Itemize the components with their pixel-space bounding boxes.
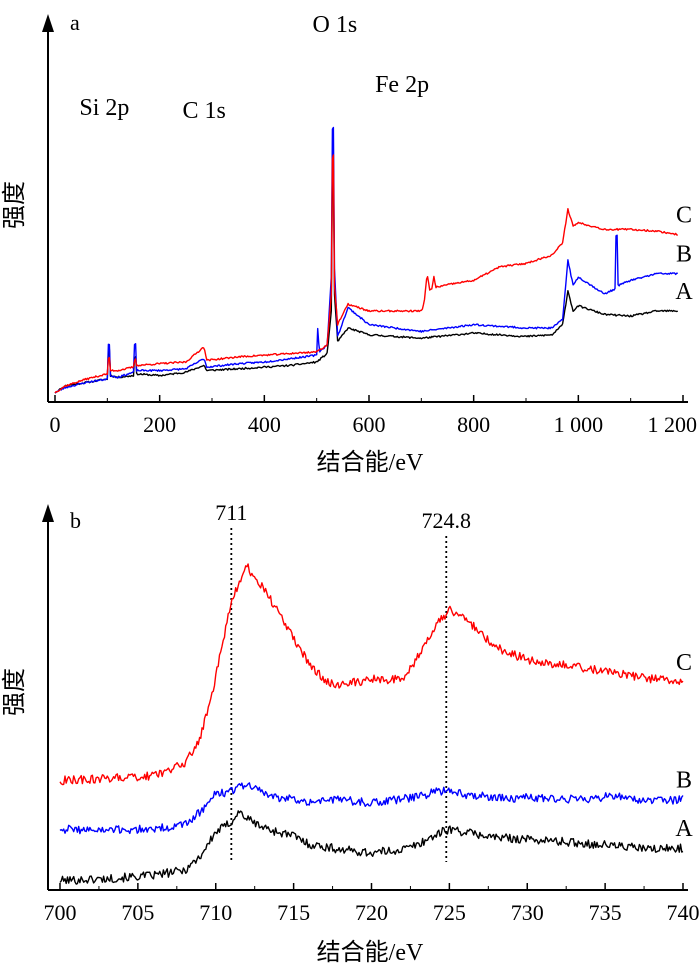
- x-tick-label: 735: [589, 900, 622, 925]
- x-tick-label: 740: [667, 900, 700, 925]
- x-axis-label: 结合能/eV: [317, 449, 424, 476]
- x-tick-label: 1 200: [648, 412, 698, 437]
- x-tick-label: 1 000: [554, 412, 604, 437]
- series-label-b: B: [676, 242, 692, 268]
- reference-line-label: 724.8: [422, 508, 472, 533]
- peak-label: C 1s: [182, 98, 225, 124]
- series-line-a: [54, 170, 679, 394]
- peak-label: Si 2p: [79, 95, 129, 121]
- reference-line-label: 711: [215, 500, 247, 525]
- y-axis-label: 强度: [1, 668, 28, 716]
- series-line-b: [59, 782, 684, 835]
- x-tick-label: 715: [277, 900, 310, 925]
- x-tick-label: 710: [199, 900, 232, 925]
- series-line-c: [54, 154, 678, 394]
- series-line-a: [59, 810, 684, 885]
- x-tick-label: 730: [511, 900, 544, 925]
- x-axis-label: 结合能/eV: [317, 939, 424, 966]
- x-tick-label: 700: [44, 900, 77, 925]
- series-label-c: C: [676, 203, 692, 229]
- x-tick-label: 725: [433, 900, 466, 925]
- series-label-a: A: [675, 816, 693, 842]
- x-tick-label: 705: [121, 900, 154, 925]
- panel-a: 0 200 400 600 800 1 000 1 200 结合能/eV 强度 a ABC Si 2p…: [1, 10, 697, 476]
- x-tick-label: 0: [50, 412, 61, 437]
- series-line-b: [54, 126, 678, 394]
- series-label-a: A: [675, 279, 693, 305]
- x-tick-label: 200: [143, 412, 176, 437]
- x-tick-label: 800: [457, 412, 490, 437]
- peak-label: Fe 2p: [375, 72, 429, 98]
- panel-letter: a: [70, 10, 80, 35]
- series-label-c: C: [676, 650, 692, 676]
- series-line-c: [59, 563, 684, 786]
- y-axis-arrow: [42, 14, 54, 32]
- series-label-b: B: [676, 767, 692, 793]
- y-axis-arrow: [42, 504, 54, 522]
- peak-label: O 1s: [313, 12, 358, 38]
- x-tick-label: 720: [355, 900, 388, 925]
- panel-b: 700 705 710 715 720 725 730 735 740 结合能/eV 强度 b 711 7…: [1, 500, 700, 966]
- x-tick-label: 400: [248, 412, 281, 437]
- x-tick-label: 600: [353, 412, 386, 437]
- y-axis-label: 强度: [1, 181, 28, 229]
- panel-letter: b: [70, 508, 81, 533]
